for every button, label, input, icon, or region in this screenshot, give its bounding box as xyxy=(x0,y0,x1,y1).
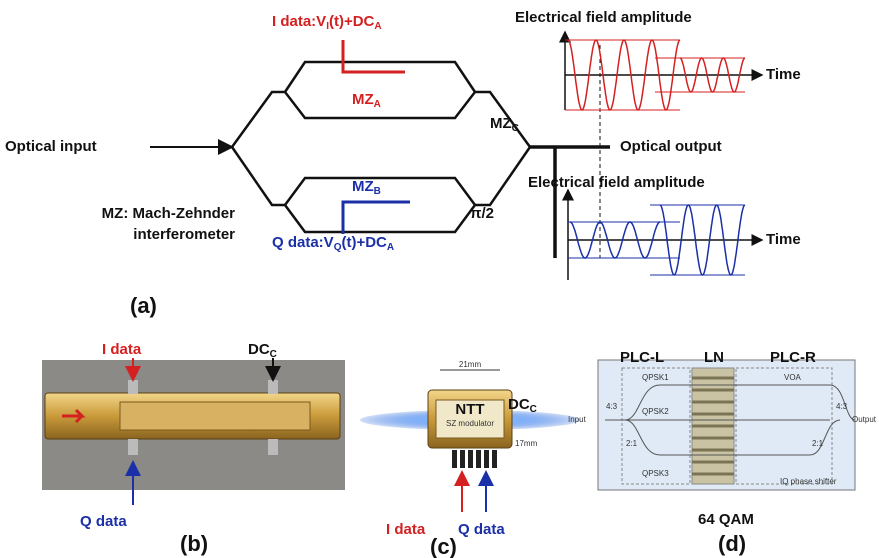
connector xyxy=(128,439,138,455)
q-data-label: Q data xyxy=(80,513,127,530)
note-line: MZ: Mach-Zehnder xyxy=(102,205,235,222)
text: I data:V xyxy=(272,13,326,30)
field-title: Electrical field amplitude xyxy=(528,174,705,191)
brand: NTT xyxy=(455,401,484,418)
note-line: interferometer xyxy=(133,226,235,243)
qpsk-label: QPSK1 xyxy=(642,373,669,382)
region-label: PLC-R xyxy=(770,349,816,366)
qpsk-label: QPSK2 xyxy=(642,407,669,416)
text: DC xyxy=(508,396,530,413)
subscript: A xyxy=(387,242,394,253)
io-label: Input xyxy=(568,415,587,424)
electrode-q xyxy=(343,202,410,234)
field-title: Electrical field amplitude xyxy=(515,9,692,26)
io-label: Output xyxy=(852,415,877,424)
connector xyxy=(128,380,138,394)
mz-a-label: MZA xyxy=(352,91,381,110)
optical-input: Optical input xyxy=(5,138,97,155)
connector xyxy=(268,439,278,455)
text: DC xyxy=(248,341,270,358)
electrode-i xyxy=(343,40,405,72)
outer-arm-top xyxy=(232,92,530,147)
optical-output: Optical output xyxy=(620,138,722,155)
dimension: 17mm xyxy=(515,439,538,448)
text: Q data:V xyxy=(272,234,334,251)
i-data-label: I data xyxy=(102,341,142,358)
dimension: 21mm xyxy=(459,360,482,369)
i-data-label: I data:VI(t)+DCA xyxy=(272,13,382,32)
dc-label: DCC xyxy=(248,341,277,360)
region-label: PLC-L xyxy=(620,349,664,366)
modulator-label-plate xyxy=(120,402,310,430)
panel-label: (d) xyxy=(718,531,746,556)
q-data-label: Q data xyxy=(458,521,505,538)
dc-label: DCC xyxy=(508,396,537,415)
ratio-label: 4:3 xyxy=(836,402,848,411)
time-label: Time xyxy=(766,231,801,248)
mz-b-label: MZB xyxy=(352,178,381,197)
caption: 64 QAM xyxy=(698,511,754,528)
subscript: B xyxy=(374,186,381,197)
connector xyxy=(268,380,278,394)
subscript: A xyxy=(374,99,381,110)
ratio-label: 2:1 xyxy=(626,439,638,448)
text: MZ xyxy=(352,178,374,195)
ratio-label: 2:1 xyxy=(812,439,824,448)
phase-label: π/2 xyxy=(470,205,494,222)
panel-label: (a) xyxy=(130,293,157,318)
outer-arm-bottom xyxy=(232,147,530,205)
region-label: LN xyxy=(704,349,724,366)
ratio-label: 4:3 xyxy=(606,402,618,411)
text: MZ xyxy=(352,91,374,108)
text: (t)+DC xyxy=(341,234,387,251)
shifter-label: IQ phase shifter xyxy=(780,477,837,486)
voa-label: VOA xyxy=(784,373,802,382)
pins xyxy=(452,450,497,468)
panel-label: (b) xyxy=(180,531,208,556)
q-data-label: Q data:VQ(t)+DCA xyxy=(272,234,394,253)
subscript: C xyxy=(512,123,519,134)
subscript: C xyxy=(270,349,277,360)
mz-c-label: MZC xyxy=(490,115,519,134)
qpsk-label: QPSK3 xyxy=(642,469,669,478)
subscript: C xyxy=(530,404,537,415)
i-data-label: I data xyxy=(386,521,426,538)
text: MZ xyxy=(490,115,512,132)
subscript: A xyxy=(374,21,381,32)
figure: Optical input Optical output I data:VI(t… xyxy=(0,0,879,558)
device-name: SZ modulator xyxy=(446,419,494,428)
waveforms xyxy=(565,32,762,280)
time-label: Time xyxy=(766,66,801,83)
panel-label: (c) xyxy=(430,534,457,558)
text: (t)+DC xyxy=(329,13,375,30)
